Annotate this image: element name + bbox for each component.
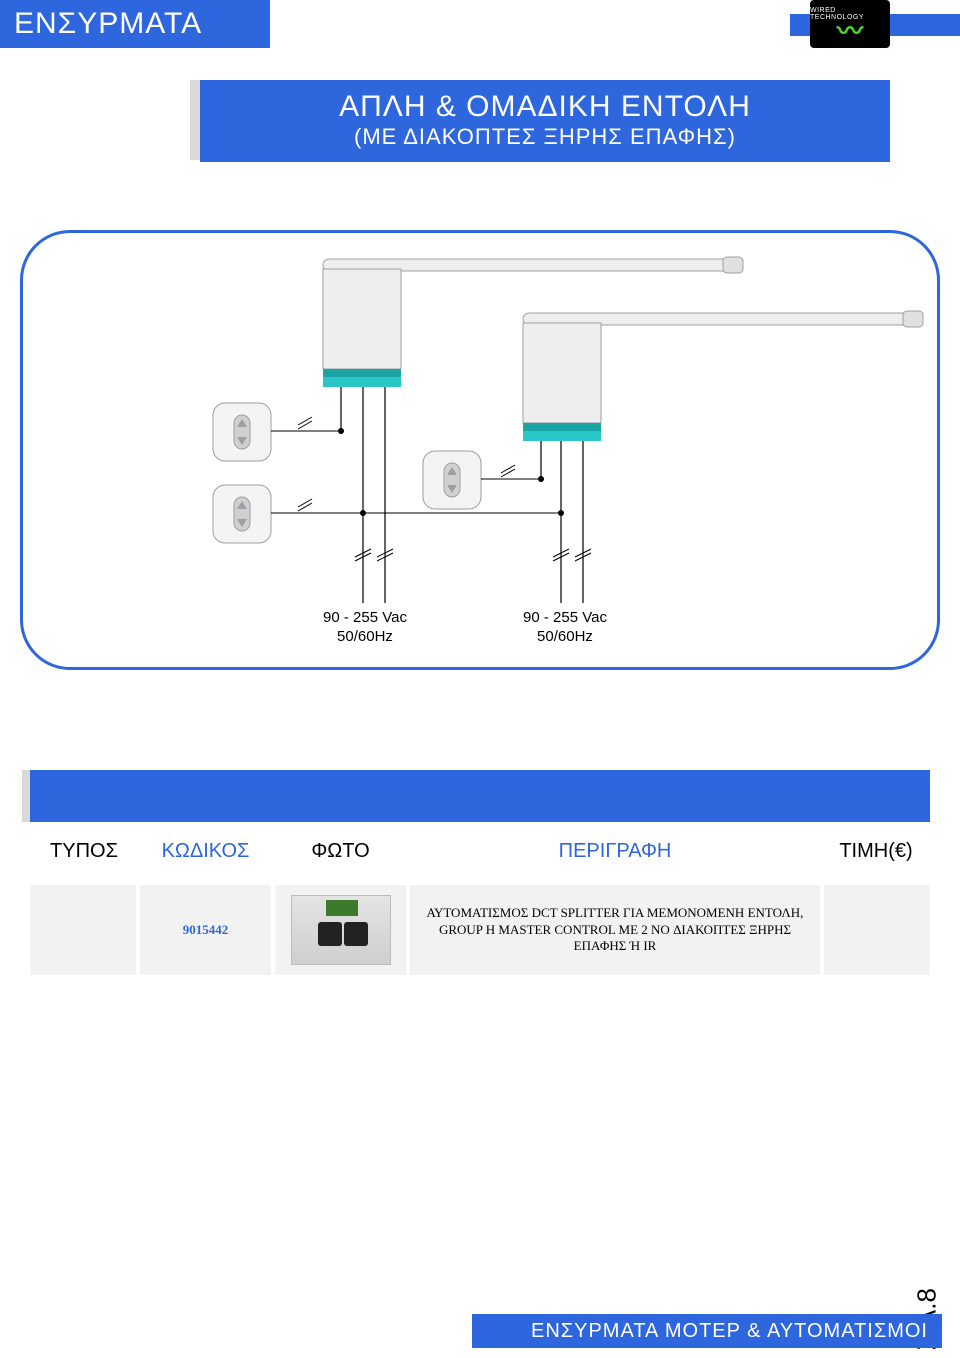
vac-label-1: 90 - 255 Vac 50/60Hz <box>323 609 407 647</box>
footer-bar: ΕΝΣΥΡΜΑΤΑ ΜΟΤΕΡ & ΑΥΤΟΜΑΤΙΣΜΟΙ <box>472 1314 942 1348</box>
cell-desc: ΑΥΤΟΜΑΤΙΣΜΟΣ DCT SPLITTER ΓΙΑ ΜΕΜΟΝΟΜΕΝΗ… <box>408 883 822 975</box>
title-shadow <box>190 80 200 160</box>
th-desc: ΠΕΡΙΓΡΑΦΗ <box>408 822 822 883</box>
cell-code: 9015442 <box>138 883 273 975</box>
th-photo: ΦΩΤΟ <box>273 822 408 883</box>
products-table: ΤΥΠΟΣ ΚΩΔΙΚΟΣ ΦΩΤΟ ΠΕΡΙΓΡΑΦΗ ΤΙΜΗ(€) 901… <box>30 822 930 975</box>
title-band: ΑΠΛΗ & ΟΜΑΔΙΚΗ ΕΝΤΟΛΗ (ΜΕ ΔΙΑΚΟΠΤΕΣ ΞΗΡΗ… <box>200 80 890 162</box>
table-header-row: ΤΥΠΟΣ ΚΩΔΙΚΟΣ ΦΩΤΟ ΠΕΡΙΓΡΑΦΗ ΤΙΜΗ(€) <box>30 822 930 883</box>
title-line2: (ΜΕ ΔΙΑΚΟΠΤΕΣ ΞΗΡΗΣ ΕΠΑΦΗΣ) <box>200 124 890 150</box>
table-band <box>30 770 930 822</box>
diagram-svg <box>23 233 943 673</box>
table-row: 9015442 ΑΥΤΟΜΑΤΙΣΜΟΣ DCT SPLITTER ΓΙΑ ΜΕ… <box>30 883 930 975</box>
header-bar: ΕΝΣΥΡΜΑΤΑ WIRED TECHNOLOGY 〰 <box>0 0 960 48</box>
title-line1: ΑΠΛΗ & ΟΜΑΔΙΚΗ ΕΝΤΟΛΗ <box>200 90 890 124</box>
logo: WIRED TECHNOLOGY 〰 <box>810 0 890 48</box>
th-type: ΤΥΠΟΣ <box>30 822 138 883</box>
header-left: ΕΝΣΥΡΜΑΤΑ <box>0 0 270 48</box>
th-code: ΚΩΔΙΚΟΣ <box>138 822 273 883</box>
vac1-line1: 90 - 255 Vac <box>323 609 407 628</box>
vac2-line2: 50/60Hz <box>523 628 607 647</box>
vac2-line1: 90 - 255 Vac <box>523 609 607 628</box>
product-photo-icon <box>291 895 391 965</box>
cell-type <box>30 883 138 975</box>
vac1-line2: 50/60Hz <box>323 628 407 647</box>
th-price: ΤΙΜΗ(€) <box>822 822 930 883</box>
cell-price <box>822 883 930 975</box>
cell-photo <box>273 883 408 975</box>
diagram-frame: 90 - 255 Vac 50/60Hz 90 - 255 Vac 50/60H… <box>20 230 940 670</box>
table-band-shadow <box>22 770 30 822</box>
wiring-diagram: 90 - 255 Vac 50/60Hz 90 - 255 Vac 50/60H… <box>23 233 937 667</box>
vac-label-2: 90 - 255 Vac 50/60Hz <box>523 609 607 647</box>
logo-wave-icon: 〰 <box>837 21 863 41</box>
